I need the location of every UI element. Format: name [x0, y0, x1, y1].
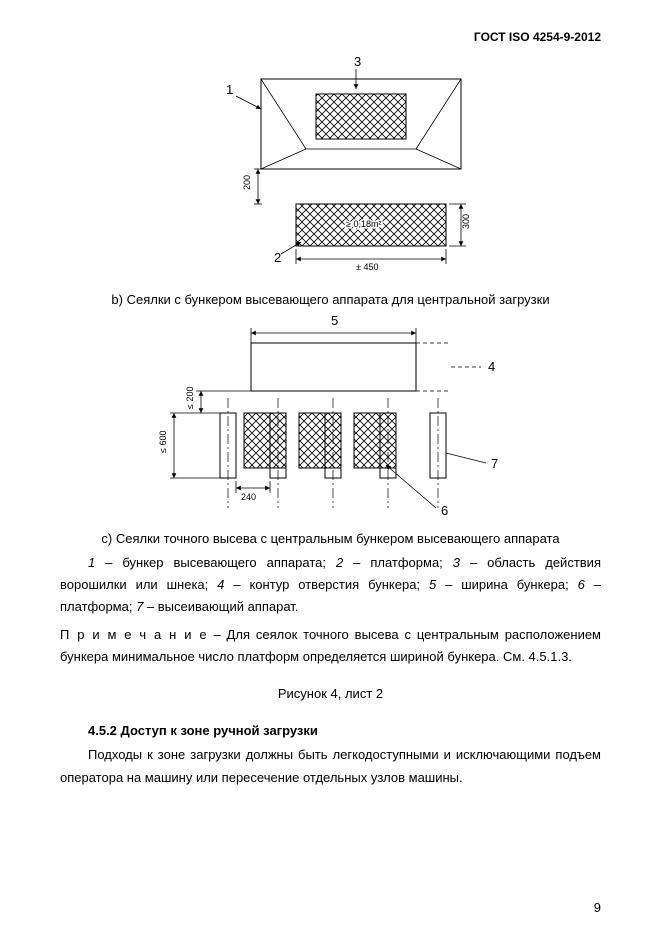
- note-lead: П р и м е ч а н и е: [60, 627, 208, 642]
- section-body: Подходы к зоне загрузки должны быть легк…: [60, 744, 601, 788]
- dim-300: 300: [461, 214, 471, 229]
- legend-t2: – платформа;: [343, 555, 453, 570]
- legend-t7: – высеивающий аппарат.: [143, 599, 298, 614]
- note: П р и м е ч а н и е – Для сеялок точного…: [60, 624, 601, 668]
- caption-c: c) Сеялки точного высева с центральным б…: [60, 531, 601, 546]
- dim-area: ≥ 0,18m²: [346, 219, 381, 229]
- dim-c200: ≤ 200: [185, 387, 195, 409]
- section-heading: 4.5.2 Доступ к зоне ручной загрузки: [60, 723, 601, 738]
- legend-6: 6: [578, 577, 585, 592]
- dim-200: 200: [242, 175, 252, 190]
- legend-t4: – контур отверстия бункера;: [224, 577, 429, 592]
- label-2: 2: [274, 250, 281, 265]
- doc-header: ГОСТ ISO 4254-9-2012: [60, 30, 601, 44]
- figure-c: 5 4 ≤ 200: [60, 313, 601, 523]
- figure-b: 3 1 200 ≥ 0,18m² 2: [60, 54, 601, 284]
- legend-t1: – бункер высевающего аппарата;: [95, 555, 336, 570]
- legend: 1 – бункер высевающего аппарата; 2 – пла…: [60, 552, 601, 618]
- dim-240: 240: [241, 492, 256, 502]
- label-1: 1: [226, 82, 233, 97]
- legend-3: 3: [453, 555, 460, 570]
- label-7: 7: [491, 456, 498, 471]
- caption-b: b) Сеялки с бункером высевающего аппарат…: [60, 292, 601, 307]
- legend-t5: – ширина бункера;: [436, 577, 577, 592]
- page: ГОСТ ISO 4254-9-2012 3: [0, 0, 661, 935]
- page-number: 9: [594, 900, 601, 915]
- label-5: 5: [331, 313, 338, 328]
- figure-label: Рисунок 4, лист 2: [60, 686, 601, 701]
- label-4: 4: [488, 359, 495, 374]
- dim-c600: ≤ 600: [158, 431, 168, 453]
- label-3: 3: [354, 54, 361, 69]
- label-6: 6: [441, 503, 448, 518]
- dim-450: ± 450: [356, 262, 378, 272]
